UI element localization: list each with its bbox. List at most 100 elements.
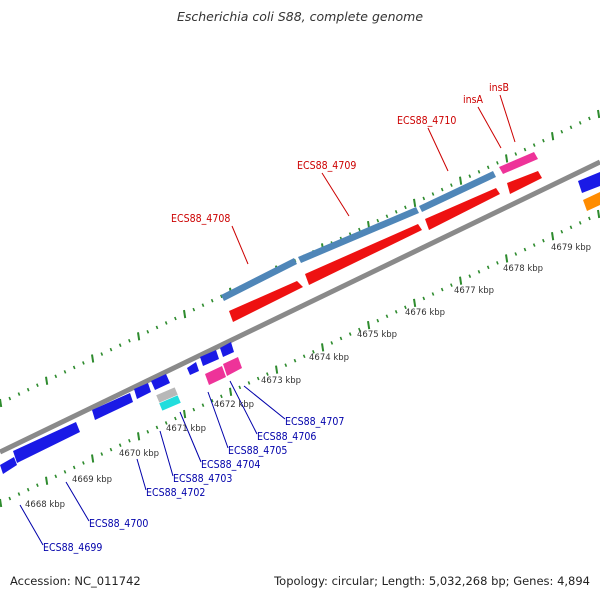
ruler-tick-label: 4674 kbp <box>309 353 349 363</box>
gene-ECS88_4705[interactable] <box>159 395 181 411</box>
leader-line <box>207 391 229 449</box>
tick-dot <box>8 496 12 501</box>
tick-dot <box>578 221 582 225</box>
gene-ECS88_4707-b[interactable] <box>223 357 242 376</box>
tick-dot <box>109 447 113 452</box>
tick-dot <box>385 314 389 319</box>
tick-dot <box>0 498 3 508</box>
gene-track-lower <box>0 172 600 474</box>
gene-label[interactable]: ECS88_4705 <box>228 445 287 457</box>
tick-dot <box>477 269 481 274</box>
tick-dot <box>26 387 30 392</box>
tick-dot <box>266 372 269 376</box>
leader-line <box>229 380 258 435</box>
accession-text: Accession: NC_011742 <box>10 574 141 588</box>
gene-red-2[interactable] <box>305 224 422 285</box>
tick-dot <box>146 330 150 334</box>
tick-dot <box>514 252 518 256</box>
gene-ECS88_4706-b[interactable] <box>200 350 219 366</box>
gene-ECS88_4699[interactable] <box>0 457 17 474</box>
gene-ECS88_4706-c[interactable] <box>220 342 234 357</box>
tick-dot <box>201 303 205 307</box>
ruler-tick-label: 4678 kbp <box>503 264 543 274</box>
genome-backbone <box>0 159 600 455</box>
gene-ECS88_4710[interactable] <box>419 171 496 212</box>
gene-label[interactable]: ECS88_4700 <box>89 518 148 530</box>
gene-label[interactable]: ECS88_4709 <box>297 160 356 172</box>
gene-label[interactable]: insB <box>489 82 509 94</box>
ruler-tick-label: 4669 kbp <box>72 475 112 485</box>
tick-dot <box>210 398 214 403</box>
tick-dot <box>164 321 168 325</box>
ruler-tick-label: 4677 kbp <box>454 286 494 296</box>
leader-line <box>159 430 174 477</box>
gene-label[interactable]: ECS88_4699 <box>43 542 102 554</box>
tick-dot <box>91 354 95 363</box>
gene-ECS88_4704-b[interactable] <box>156 387 178 403</box>
gene-label[interactable]: ECS88_4710 <box>397 115 456 127</box>
tick-dot <box>174 316 177 321</box>
tick-dot <box>183 409 187 419</box>
tick-dot <box>440 287 444 292</box>
gene-label[interactable]: ECS88_4702 <box>146 487 205 499</box>
tick-dot <box>256 376 260 381</box>
leader-line <box>321 172 350 217</box>
tick-dot <box>560 229 564 234</box>
gene-label[interactable]: ECS88_4708 <box>171 213 230 225</box>
gene-insB[interactable] <box>499 152 538 174</box>
tick-dot <box>440 187 444 192</box>
gene-ECS88_4704-a[interactable] <box>151 374 170 390</box>
tick-dot <box>54 474 58 479</box>
gene-label[interactable]: ECS88_4703 <box>173 473 232 485</box>
gene-right-blue[interactable] <box>578 172 600 193</box>
gene-ECS88_4703[interactable] <box>134 383 151 399</box>
tick-dot <box>91 454 95 463</box>
gene-red-1[interactable] <box>229 281 303 322</box>
tick-dot <box>82 361 85 365</box>
tick-dot <box>238 385 242 390</box>
ruler-tick-label: 4670 kbp <box>119 449 159 459</box>
tick-dot <box>486 265 490 270</box>
tick-dot <box>100 352 104 356</box>
gene-label[interactable]: ECS88_4707 <box>285 416 344 428</box>
gene-label[interactable]: ECS88_4704 <box>201 459 260 471</box>
gene-ECS88_4708[interactable] <box>221 258 297 301</box>
gene-ECS88_4707-a[interactable] <box>205 366 226 385</box>
tick-dot <box>128 338 131 343</box>
ruler-tick-label: 4671 kbp <box>166 424 206 434</box>
gene-label[interactable]: ECS88_4706 <box>257 431 316 443</box>
gene-ECS88_4706-a[interactable] <box>187 362 199 375</box>
ruler-tick-label: 4679 kbp <box>551 243 591 253</box>
tick-dot <box>376 318 380 323</box>
tick-dot <box>376 218 380 223</box>
gene-ECS88_4709[interactable] <box>298 207 419 263</box>
leader-line <box>243 385 286 420</box>
gene-red-3[interactable] <box>425 188 500 230</box>
tick-dot <box>486 165 490 170</box>
ruler-tick-label: 4676 kbp <box>405 308 445 318</box>
tick-dot <box>128 438 131 443</box>
leader-line <box>65 481 90 522</box>
leader-line <box>477 106 502 149</box>
gene-ECS88_4702[interactable] <box>92 393 133 420</box>
ruler-tick-label: 4672 kbp <box>214 400 254 410</box>
gene-label[interactable]: insA <box>463 94 484 106</box>
gene-right-orange[interactable] <box>583 192 600 211</box>
tick-dot <box>137 332 141 341</box>
tick-dot <box>293 358 297 363</box>
tick-dot <box>450 283 453 287</box>
gene-ECS88_4700[interactable] <box>13 422 80 463</box>
genome-stats-text: Topology: circular; Length: 5,032,268 bp… <box>274 574 590 588</box>
tick-dot <box>72 365 76 370</box>
tick-dot <box>367 320 371 330</box>
tick-dot <box>275 365 279 374</box>
gene-red-4[interactable] <box>507 171 542 194</box>
label-leaders: ECS88_4708 ECS88_4709 ECS88_4710 insA insB EC… <box>19 82 516 554</box>
tick-dot <box>229 387 233 396</box>
ruler-tick-label: 4673 kbp <box>261 376 301 386</box>
tick-dot <box>174 416 177 421</box>
tick-dot <box>201 403 205 407</box>
leader-line <box>179 411 202 463</box>
tick-dot <box>422 196 426 201</box>
